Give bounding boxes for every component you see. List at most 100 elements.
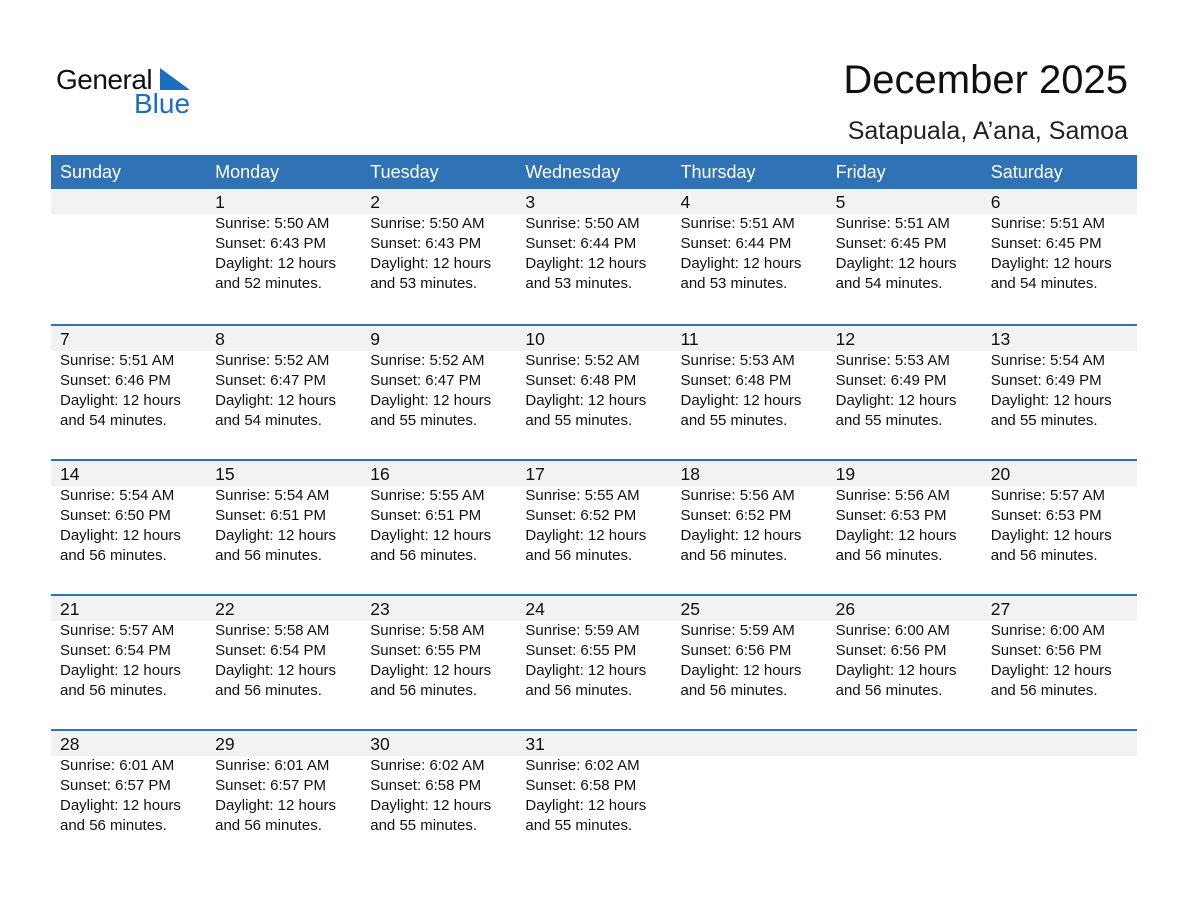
- day-cell: 10 Sunrise: 5:52 AM Sunset: 6:48 PM Dayligh…: [516, 326, 671, 431]
- day-minutes: and 56 minutes.: [370, 547, 477, 564]
- day-daylight: Daylight: 12 hours: [525, 255, 647, 272]
- empty-day-cell: [51, 189, 206, 294]
- page-title: December 2025: [843, 58, 1128, 102]
- day-cell: 14 Sunrise: 5:54 AM Sunset: 6:50 PM Dayligh…: [51, 461, 206, 566]
- day-daylight: Daylight: 12 hours: [835, 392, 957, 409]
- day-sunrise: Sunrise: 5:52 AM: [215, 352, 330, 369]
- day-minutes: and 53 minutes.: [370, 275, 477, 292]
- day-cell: 31 Sunrise: 6:02 AM Sunset: 6:58 PM Dayligh…: [516, 731, 671, 836]
- weekday-sunday: Sunday: [60, 162, 122, 182]
- weekday-header: Sunday Monday Tuesday Wednesday Thursday Frid…: [51, 155, 1137, 189]
- date-band: [51, 326, 1137, 351]
- day-minutes: and 55 minutes.: [525, 817, 633, 834]
- day-sunrise: Sunrise: 5:56 AM: [835, 487, 950, 504]
- day-sunset: Sunset: 6:53 PM: [990, 507, 1102, 524]
- day-number: 12: [835, 329, 856, 349]
- day-cell: 19 Sunrise: 5:56 AM Sunset: 6:53 PM Dayligh…: [827, 461, 982, 566]
- day-minutes: and 52 minutes.: [215, 275, 322, 292]
- calendar-grid: Sunday Monday Tuesday Wednesday Thursday Frid…: [51, 155, 1137, 864]
- day-daylight: Daylight: 12 hours: [370, 392, 492, 409]
- day-cell: 8 Sunrise: 5:52 AM Sunset: 6:47 PM Daylight…: [206, 326, 361, 431]
- day-cell: 7 Sunrise: 5:51 AM Sunset: 6:46 PM Daylight…: [51, 326, 206, 431]
- day-sunset: Sunset: 6:57 PM: [60, 777, 171, 794]
- day-minutes: and 53 minutes.: [525, 275, 633, 292]
- day-sunset: Sunset: 6:51 PM: [215, 507, 327, 524]
- day-sunset: Sunset: 6:53 PM: [835, 507, 947, 524]
- day-daylight: Daylight: 12 hours: [525, 392, 647, 409]
- day-cell: 6 Sunrise: 5:51 AM Sunset: 6:45 PM Daylight…: [982, 189, 1137, 294]
- day-sunset: Sunset: 6:43 PM: [370, 235, 482, 252]
- day-sunset: Sunset: 6:54 PM: [215, 642, 327, 659]
- day-cell: 12 Sunrise: 5:53 AM Sunset: 6:49 PM Dayligh…: [827, 326, 982, 431]
- day-sunset: Sunset: 6:56 PM: [680, 642, 792, 659]
- day-sunset: Sunset: 6:47 PM: [370, 372, 482, 389]
- day-daylight: Daylight: 12 hours: [60, 662, 181, 679]
- day-cell: 27 Sunrise: 6:00 AM Sunset: 6:56 PM Dayligh…: [982, 596, 1137, 701]
- day-sunrise: Sunrise: 5:50 AM: [215, 215, 330, 232]
- day-sunrise: Sunrise: 5:54 AM: [990, 352, 1105, 369]
- week-cells: 21 Sunrise: 5:57 AM Sunset: 6:54 PM Dayligh…: [51, 596, 1137, 701]
- day-number: 21: [60, 599, 80, 619]
- day-daylight: Daylight: 12 hours: [370, 527, 492, 544]
- day-daylight: Daylight: 12 hours: [680, 662, 802, 679]
- day-cell: 26 Sunrise: 6:00 AM Sunset: 6:56 PM Dayligh…: [827, 596, 982, 701]
- week-row: 21 Sunrise: 5:57 AM Sunset: 6:54 PM Dayligh…: [51, 594, 1137, 729]
- day-cell: 16 Sunrise: 5:55 AM Sunset: 6:51 PM Dayligh…: [361, 461, 516, 566]
- day-daylight: Daylight: 12 hours: [835, 527, 957, 544]
- day-sunrise: Sunrise: 5:54 AM: [215, 487, 330, 504]
- day-sunrise: Sunrise: 6:00 AM: [990, 622, 1105, 639]
- day-daylight: Daylight: 12 hours: [835, 255, 957, 272]
- day-daylight: Daylight: 12 hours: [835, 662, 957, 679]
- day-sunset: Sunset: 6:48 PM: [525, 372, 637, 389]
- day-number: 19: [835, 464, 856, 484]
- day-cell: 3 Sunrise: 5:50 AM Sunset: 6:44 PM Daylight…: [516, 189, 671, 294]
- day-sunset: Sunset: 6:44 PM: [680, 235, 792, 252]
- day-minutes: and 54 minutes.: [990, 275, 1098, 292]
- day-sunrise: Sunrise: 6:02 AM: [525, 757, 640, 774]
- day-number: 8: [215, 329, 225, 349]
- day-sunrise: Sunrise: 5:55 AM: [525, 487, 640, 504]
- day-minutes: and 56 minutes.: [60, 817, 167, 834]
- day-number: 5: [835, 192, 846, 212]
- day-sunset: Sunset: 6:55 PM: [525, 642, 637, 659]
- date-band: [51, 731, 1137, 756]
- day-minutes: and 54 minutes.: [60, 412, 167, 429]
- week-row: 14 Sunrise: 5:54 AM Sunset: 6:50 PM Dayligh…: [51, 459, 1137, 594]
- day-cell: 11 Sunrise: 5:53 AM Sunset: 6:48 PM Dayligh…: [672, 326, 827, 431]
- day-minutes: and 55 minutes.: [680, 412, 788, 429]
- day-sunrise: Sunrise: 5:58 AM: [370, 622, 485, 639]
- week-row: 1 Sunrise: 5:50 AM Sunset: 6:43 PM Daylight…: [51, 189, 1137, 324]
- day-daylight: Daylight: 12 hours: [215, 662, 337, 679]
- week-cells: 1 Sunrise: 5:50 AM Sunset: 6:43 PM Daylight…: [51, 189, 1137, 294]
- date-band: [51, 461, 1137, 486]
- day-daylight: Daylight: 12 hours: [990, 662, 1112, 679]
- day-sunrise: Sunrise: 5:59 AM: [680, 622, 795, 639]
- day-sunset: Sunset: 6:48 PM: [680, 372, 792, 389]
- day-sunset: Sunset: 6:55 PM: [370, 642, 482, 659]
- day-cell: 15 Sunrise: 5:54 AM Sunset: 6:51 PM Dayligh…: [206, 461, 361, 566]
- day-sunset: Sunset: 6:50 PM: [60, 507, 171, 524]
- day-daylight: Daylight: 12 hours: [215, 797, 337, 814]
- day-daylight: Daylight: 12 hours: [525, 662, 647, 679]
- day-sunrise: Sunrise: 5:50 AM: [525, 215, 640, 232]
- day-minutes: and 55 minutes.: [990, 412, 1098, 429]
- weekday-monday: Monday: [215, 162, 280, 182]
- day-cell: 5 Sunrise: 5:51 AM Sunset: 6:45 PM Daylight…: [827, 189, 982, 294]
- weekday-tuesday: Tuesday: [370, 162, 439, 182]
- day-number: 9: [370, 329, 380, 349]
- day-sunrise: Sunrise: 5:56 AM: [680, 487, 795, 504]
- week-cells: 28 Sunrise: 6:01 AM Sunset: 6:57 PM Dayligh…: [51, 731, 1137, 836]
- day-sunset: Sunset: 6:57 PM: [215, 777, 327, 794]
- day-daylight: Daylight: 12 hours: [525, 797, 647, 814]
- day-cell: 21 Sunrise: 5:57 AM Sunset: 6:54 PM Dayligh…: [51, 596, 206, 701]
- week-row: 7 Sunrise: 5:51 AM Sunset: 6:46 PM Daylight…: [51, 324, 1137, 459]
- day-sunrise: Sunrise: 5:51 AM: [680, 215, 795, 232]
- day-sunrise: Sunrise: 6:00 AM: [835, 622, 950, 639]
- day-number: 24: [525, 599, 545, 619]
- day-number: 25: [680, 599, 700, 619]
- day-sunset: Sunset: 6:52 PM: [525, 507, 637, 524]
- day-number: 2: [370, 192, 380, 212]
- day-sunrise: Sunrise: 5:55 AM: [370, 487, 485, 504]
- logo-word-general: General: [56, 64, 153, 95]
- day-number: 30: [370, 734, 390, 754]
